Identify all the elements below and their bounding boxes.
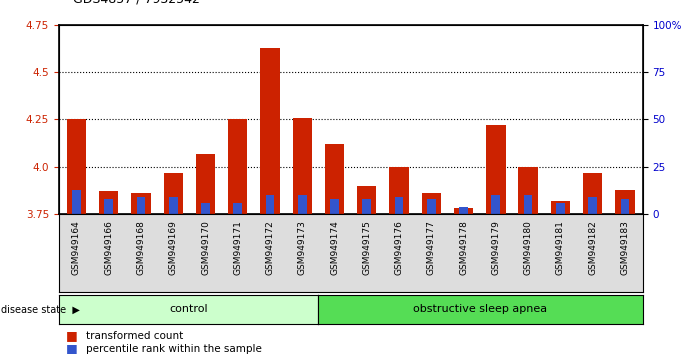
Text: GSM949164: GSM949164 [72, 221, 81, 275]
Bar [588, 197, 597, 214]
Bar [164, 172, 183, 214]
Text: transformed count: transformed count [86, 331, 184, 341]
Bar [234, 203, 242, 214]
Bar [357, 186, 377, 214]
Text: GSM949168: GSM949168 [137, 221, 146, 275]
Text: control: control [169, 304, 208, 314]
Bar [67, 119, 86, 214]
Bar [261, 47, 280, 214]
Text: GSM949169: GSM949169 [169, 221, 178, 275]
Text: GSM949182: GSM949182 [588, 221, 597, 275]
Bar [99, 192, 118, 214]
Text: GSM949171: GSM949171 [234, 221, 243, 275]
Bar [104, 199, 113, 214]
Bar [330, 199, 339, 214]
Bar [486, 125, 506, 214]
Bar [72, 189, 81, 214]
Bar [615, 189, 634, 214]
Text: ■: ■ [66, 329, 77, 342]
Bar [422, 193, 441, 214]
Text: GSM949174: GSM949174 [330, 221, 339, 275]
Text: GSM949170: GSM949170 [201, 221, 210, 275]
Bar [518, 167, 538, 214]
Text: ■: ■ [66, 342, 77, 354]
Text: GSM949183: GSM949183 [621, 221, 630, 275]
Bar [524, 195, 533, 214]
Text: percentile rank within the sample: percentile rank within the sample [86, 344, 263, 354]
Bar [228, 119, 247, 214]
Bar [196, 154, 215, 214]
Text: GDS4857 / 7932542: GDS4857 / 7932542 [73, 0, 200, 5]
Text: GSM949172: GSM949172 [265, 221, 274, 275]
Bar [325, 144, 344, 214]
Bar [201, 203, 210, 214]
Text: obstructive sleep apnea: obstructive sleep apnea [413, 304, 547, 314]
Text: GSM949175: GSM949175 [362, 221, 371, 275]
Bar [556, 203, 565, 214]
Bar [621, 199, 630, 214]
Bar [460, 207, 468, 214]
Bar [131, 193, 151, 214]
Bar [491, 195, 500, 214]
Text: disease state  ▶: disease state ▶ [1, 304, 79, 314]
Text: GSM949180: GSM949180 [524, 221, 533, 275]
Bar [427, 199, 436, 214]
Bar [551, 201, 570, 214]
Bar [292, 118, 312, 214]
Text: GSM949176: GSM949176 [395, 221, 404, 275]
Bar [454, 209, 473, 214]
Bar [137, 197, 145, 214]
Bar [169, 197, 178, 214]
Text: GSM949173: GSM949173 [298, 221, 307, 275]
Text: GSM949178: GSM949178 [459, 221, 468, 275]
Bar [395, 197, 404, 214]
Bar [390, 167, 409, 214]
Text: GSM949166: GSM949166 [104, 221, 113, 275]
Text: GSM949179: GSM949179 [491, 221, 500, 275]
Text: GSM949177: GSM949177 [427, 221, 436, 275]
Text: GSM949181: GSM949181 [556, 221, 565, 275]
Bar [298, 195, 307, 214]
Bar [583, 172, 603, 214]
Bar [265, 195, 274, 214]
Bar [363, 199, 371, 214]
